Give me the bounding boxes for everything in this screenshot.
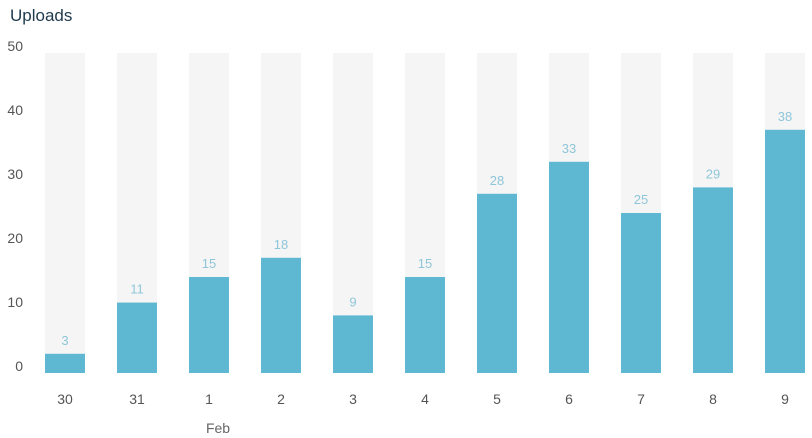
- data-label: 25: [634, 192, 648, 207]
- x-tick-label: 1: [205, 391, 213, 407]
- data-label: 38: [778, 109, 792, 124]
- x-tick-label: 5: [493, 391, 501, 407]
- y-tick-label: 30: [7, 166, 23, 182]
- x-tick-label: 31: [129, 391, 145, 407]
- y-tick-label: 0: [15, 358, 23, 374]
- bar[interactable]: [477, 193, 517, 373]
- y-tick-label: 20: [7, 230, 23, 246]
- bar[interactable]: [693, 187, 733, 373]
- data-label: 15: [202, 256, 216, 271]
- y-tick-label: 50: [7, 38, 23, 54]
- data-label: 9: [349, 294, 356, 309]
- data-label: 11: [130, 282, 144, 297]
- data-label: 33: [562, 141, 576, 156]
- x-axis: 30 31 1 Feb 2 3 4 5 6 7 8 9: [57, 391, 789, 436]
- data-label: 15: [418, 256, 432, 271]
- x-tick-label: 8: [709, 391, 717, 407]
- x-tick-label: 4: [421, 391, 429, 407]
- y-tick-label: 40: [7, 102, 23, 118]
- bar-track: [45, 53, 85, 373]
- chart-title: Uploads: [10, 6, 73, 25]
- bar[interactable]: [765, 129, 805, 373]
- x-tick-label: 6: [565, 391, 573, 407]
- data-label: 18: [274, 237, 288, 252]
- data-label: 29: [706, 166, 720, 181]
- y-tick-label: 10: [7, 294, 23, 310]
- bar[interactable]: [45, 353, 85, 373]
- x-tick-label: 2: [277, 391, 285, 407]
- x-tick-label: 7: [637, 391, 645, 407]
- data-label: 28: [490, 173, 504, 188]
- x-tick-label: 30: [57, 391, 73, 407]
- x-tick-label: 3: [349, 391, 357, 407]
- bars: 3 11 15 18 9 15 28 33 25 29 38: [45, 53, 805, 373]
- bar[interactable]: [117, 302, 157, 373]
- y-axis: 0 10 20 30 40 50: [7, 38, 23, 374]
- x-month-label: Feb: [206, 420, 230, 436]
- bar[interactable]: [261, 257, 301, 373]
- bar[interactable]: [621, 213, 661, 373]
- bar[interactable]: [405, 277, 445, 373]
- x-tick-label: 9: [781, 391, 789, 407]
- data-label: 3: [61, 333, 68, 348]
- bar[interactable]: [333, 315, 373, 373]
- bar[interactable]: [549, 161, 589, 373]
- bar[interactable]: [189, 277, 229, 373]
